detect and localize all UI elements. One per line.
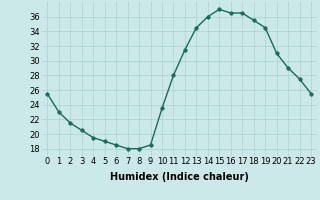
X-axis label: Humidex (Indice chaleur): Humidex (Indice chaleur)	[110, 172, 249, 182]
